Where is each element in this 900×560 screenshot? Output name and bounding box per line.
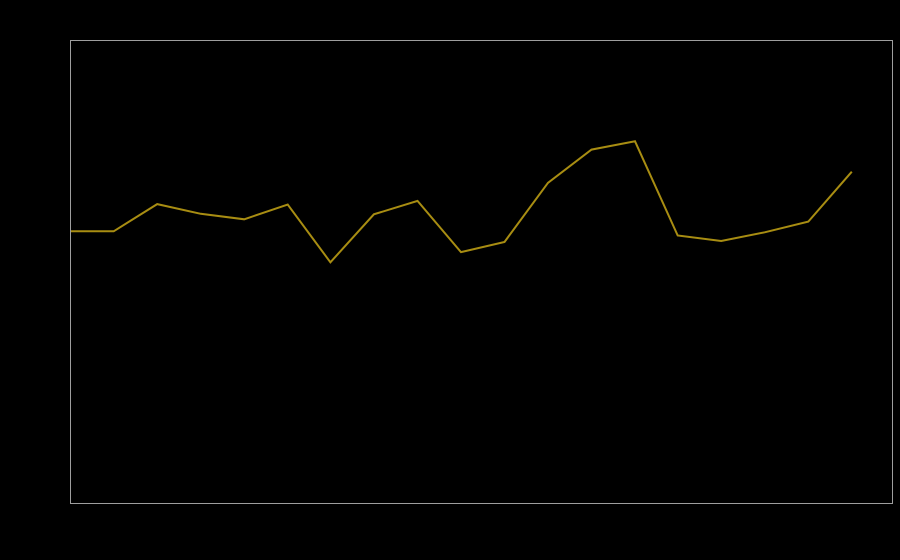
data-line-series-1 [71,140,853,264]
plot-area [70,40,893,504]
line-chart-svg [71,140,853,264]
